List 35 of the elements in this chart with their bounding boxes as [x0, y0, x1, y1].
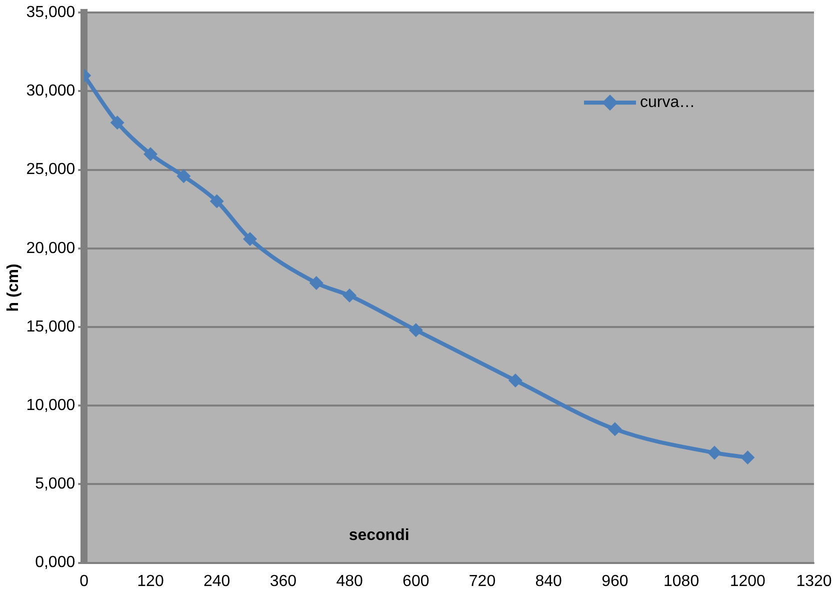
point — [608, 422, 622, 436]
x-tick-label: 1200 — [730, 572, 766, 590]
x-tick-label: 720 — [468, 572, 496, 590]
legend-label: curva… — [640, 94, 696, 112]
y-tick-label: 25,000 — [26, 161, 76, 178]
point — [210, 194, 224, 208]
x-tick-label: 240 — [203, 572, 230, 590]
x-tick-label: 840 — [535, 572, 562, 590]
point — [176, 169, 191, 184]
point — [342, 288, 357, 303]
x-axis-title: secondi — [348, 527, 410, 544]
y-axis-title: h (cm) — [5, 264, 22, 312]
x-tick-label: 0 — [80, 572, 89, 590]
y-tick-label: 10,000 — [26, 397, 76, 414]
point — [110, 116, 124, 130]
y-tick-label: 35,000 — [26, 4, 76, 22]
x-tick-label: 1320 — [796, 572, 832, 590]
y-tick-label: 20,000 — [26, 240, 76, 257]
point — [707, 446, 722, 460]
x-tick-label: 1080 — [664, 572, 700, 590]
x-tick-label: 360 — [270, 572, 297, 590]
y-tick-label: 30,000 — [26, 82, 76, 100]
point — [143, 147, 158, 162]
x-tick-label: 600 — [402, 572, 430, 590]
point — [508, 373, 522, 388]
y-tick-label: 0,000 — [35, 554, 76, 572]
point — [243, 232, 258, 246]
y-tick-label: 15,000 — [26, 318, 76, 336]
x-tick-label: 120 — [137, 572, 164, 590]
point — [740, 450, 755, 464]
x-tick-label: 960 — [602, 572, 628, 590]
point — [309, 276, 324, 290]
x-tick-label: 480 — [336, 572, 363, 590]
point — [408, 323, 423, 338]
y-tick-label: 5,000 — [35, 476, 76, 493]
